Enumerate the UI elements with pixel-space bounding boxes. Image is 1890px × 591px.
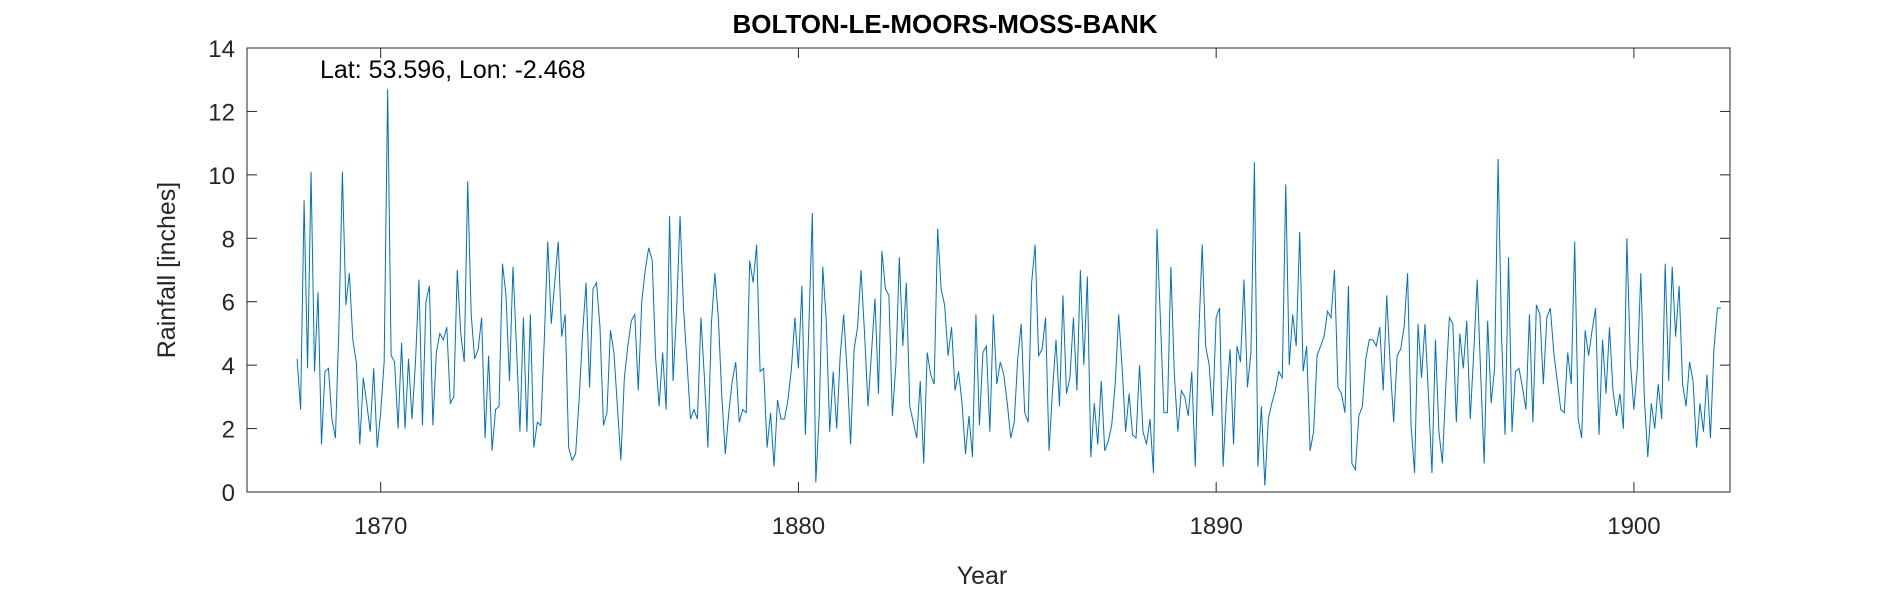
y-tick-label: 0 (222, 480, 235, 507)
series-line (296, 89, 1721, 486)
x-tick-label: 1880 (772, 513, 825, 540)
y-tick-label: 10 (208, 163, 235, 190)
x-tick-label: 1870 (354, 513, 407, 540)
y-axis-label: Rainfall [inches] (153, 182, 181, 358)
y-tick-label: 2 (222, 417, 235, 444)
x-axis-label: Year (957, 562, 1008, 590)
x-axis: 1870 1880 1890 1900 (354, 48, 1661, 540)
y-tick-label: 14 (208, 36, 235, 63)
y-tick-label: 8 (222, 226, 235, 253)
y-tick-label: 4 (222, 353, 235, 380)
x-tick-label: 1890 (1189, 513, 1242, 540)
y-axis: 0 2 4 6 8 10 12 14 (208, 36, 1730, 507)
x-tick-label: 1900 (1607, 513, 1660, 540)
plot-area (246, 47, 1731, 493)
location-annotation: Lat: 53.596, Lon: -2.468 (320, 56, 586, 84)
plot-axes (246, 47, 1731, 493)
y-tick-label: 12 (208, 99, 235, 126)
chart-title: BOLTON-LE-MOORS-MOSS-BANK (732, 9, 1157, 39)
y-tick-label: 6 (222, 290, 235, 317)
